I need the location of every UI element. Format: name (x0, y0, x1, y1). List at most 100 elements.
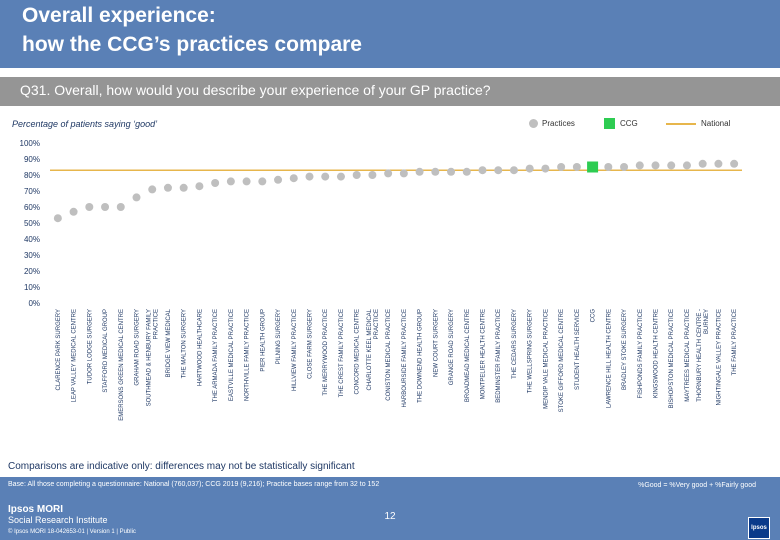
practice-marker (620, 163, 629, 171)
practice-marker (572, 163, 581, 171)
x-tick-label: STOKE GIFFORD MEDICAL CENTRE (559, 309, 565, 412)
x-tick-label: MAYTREES MEDICAL PRACTICE (685, 309, 691, 402)
practice-marker (604, 163, 613, 171)
practice-marker (132, 193, 141, 202)
logo-subtitle: Social Research Institute (8, 515, 108, 525)
x-tick-label: CLOSE FARM SURGERY (308, 309, 314, 379)
page-number: 12 (384, 511, 396, 522)
x-tick-label: THE MERRYWOOD PRACTICE (323, 309, 329, 396)
x-tick-label: LEAP VALLEY MEDICAL CENTRE (72, 309, 78, 402)
page-title-line-2: how the CCG’s practices compare (22, 33, 362, 56)
comparison-footnote: Comparisons are indicative only: differe… (8, 461, 355, 472)
practice-marker (714, 159, 723, 168)
y-tick-label: 100% (20, 139, 40, 148)
practice-marker (509, 166, 518, 175)
practice-marker (53, 214, 62, 223)
x-tick-label: CLARENCE PARK SURGERY (56, 309, 62, 390)
y-tick-label: 30% (24, 251, 40, 260)
practice-marker (368, 171, 377, 179)
base-note: Base: All those completing a questionnai… (8, 481, 380, 488)
x-tick-label: LAWRENCE HILL HEALTH CENTRE (606, 309, 612, 408)
legend-ccg-marker (604, 118, 615, 129)
y-tick-label: 90% (24, 155, 40, 164)
practice-marker (667, 161, 676, 170)
practice-marker (148, 185, 157, 194)
practice-marker (431, 167, 440, 176)
chart-marks (53, 159, 739, 223)
x-tick-label: BROADMEAD MEDICAL CENTRE (465, 309, 471, 402)
practice-marker (163, 183, 172, 192)
ipsos-logo-icon: Ipsos (748, 517, 770, 539)
practice-marker (635, 161, 644, 170)
practice-marker (274, 175, 283, 184)
practice-marker (494, 166, 503, 175)
x-tick-label: THE WELLSPRING SURGERY (528, 309, 534, 393)
practice-marker (336, 172, 345, 181)
x-tick-label: BRIDGE VIEW MEDICAL (166, 308, 172, 377)
footer-band: Base: All those completing a questionnai… (0, 477, 780, 540)
practice-marker (682, 161, 691, 170)
practice-marker (399, 169, 408, 178)
x-tick-label: THE FAMILY PRACTICE (732, 309, 738, 375)
practice-marker (447, 167, 456, 176)
practice-marker (69, 207, 78, 216)
x-tick-label: THORNBURY HEALTH CENTRE -BURNEY (697, 309, 710, 402)
title-band: Overall experience: how the CCG’s practi… (0, 0, 780, 68)
practice-marker (116, 203, 125, 211)
x-tick-label: MONTPELIER HEALTH CENTRE (481, 309, 487, 399)
practice-marker (101, 203, 110, 211)
practice-comparison-chart: 0% 10% 20% 30% 40% 50% 60% 70% 80% 90% 100% CLAREN… (20, 139, 742, 421)
y-tick-label: 80% (24, 171, 40, 180)
x-tick-label: FISHPONDS FAMILY PRACTICE (638, 309, 644, 398)
practice-marker (384, 169, 393, 178)
y-tick-label: 60% (24, 203, 40, 212)
x-tick-label: HARTWOOD HEALTHCARE (197, 309, 203, 386)
x-tick-label: THE MALTON SURGERY (182, 309, 188, 378)
ccg-marker (587, 161, 599, 173)
x-tick-label: SOUTHMEAD & HENBURY FAMILYPRACTICE (147, 309, 160, 406)
x-tick-label: CONISTON MEDICAL PRACTICE (386, 309, 392, 401)
page-title-line-1: Overall experience: (22, 4, 216, 27)
good-definition: %Good = %Very good + %Fairly good (638, 482, 756, 489)
practice-marker (525, 164, 534, 173)
x-tick-label: THE CREST FAMILY PRACTICE (339, 309, 345, 397)
x-tick-label: STUDENT HEALTH SERVICE (575, 309, 581, 390)
y-tick-label: 0% (28, 299, 40, 308)
y-tick-label: 40% (24, 235, 40, 244)
practice-marker (415, 167, 424, 176)
legend-national-label: National (701, 119, 731, 128)
logo-name: Ipsos MORI (8, 504, 64, 515)
x-tick-label: HARBOURSIDE FAMILY PRACTICE (402, 309, 408, 407)
question-band: Q31. Overall, how would you describe you… (0, 77, 780, 106)
practice-marker (651, 161, 660, 170)
x-tick-label: EASTVILLE MEDICAL PRACTICE (229, 309, 235, 401)
practice-marker (305, 172, 314, 181)
x-tick-label: GRANGE ROAD SURGERY (449, 309, 455, 385)
x-tick-label: EMERSONS GREEN MEDICAL CENTRE (119, 309, 125, 421)
practice-marker (85, 203, 94, 211)
x-tick-label: MENDIP VALE MEDICAL PRACTICE (543, 309, 549, 409)
legend-practices-marker (529, 119, 538, 128)
y-tick-label: 10% (24, 283, 40, 292)
practice-marker (211, 179, 220, 187)
practice-marker (195, 182, 204, 191)
x-tick-label: GRAHAM ROAD SURGERY (135, 309, 141, 386)
x-tick-label: NORTHVILLE FAMILY PRACTICE (245, 309, 251, 401)
practice-marker (179, 183, 188, 192)
y-axis: 0% 10% 20% 30% 40% 50% 60% 70% 80% 90% 100% (20, 139, 40, 308)
x-tick-label: TUDOR LODGE SURGERY (87, 309, 93, 384)
practice-marker (478, 166, 487, 175)
practice-marker (541, 164, 550, 173)
question-text: Q31. Overall, how would you describe you… (20, 82, 491, 98)
x-tick-label: THE DOWNEND HEALTH GROUP (418, 309, 424, 403)
x-tick-label: THE ARMADA FAMILY PRACTICE (213, 309, 219, 402)
x-tick-label: PILNING SURGERY (276, 309, 282, 364)
practice-marker (242, 177, 251, 186)
x-tick-label: CCG (591, 309, 597, 323)
practice-marker (321, 172, 330, 181)
x-tick-label: STAFFORD MEDICAL GROUP (103, 309, 109, 393)
x-axis: CLARENCE PARK SURGERY LEAP VALLEY MEDICAL… (56, 308, 738, 420)
legend-practices-label: Practices (542, 119, 575, 128)
x-tick-label: THE CEDARS SURGERY (512, 309, 518, 379)
practice-marker (289, 174, 298, 183)
